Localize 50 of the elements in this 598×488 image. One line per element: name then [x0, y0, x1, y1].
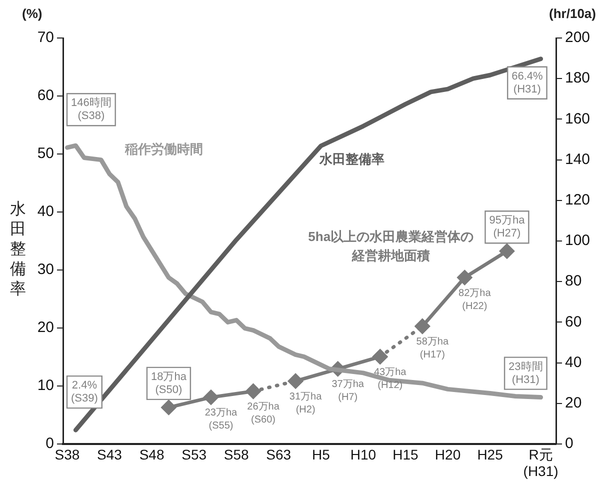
y-tick-label: 70 — [37, 29, 54, 46]
x-tick-label: H5 — [312, 446, 330, 462]
x-tick-label: S43 — [97, 446, 122, 462]
data-label: 66.4% (H31) — [512, 70, 543, 96]
y2-tick-label: 20 — [565, 394, 582, 412]
x-tick-label: S58 — [224, 446, 250, 462]
x-tick-label: H10 — [350, 446, 376, 462]
y2-tick-label: 160 — [565, 110, 590, 128]
y2-tick-label: 40 — [565, 354, 582, 371]
x-tick-label: S63 — [266, 446, 292, 462]
y2-tick-label: 120 — [565, 192, 590, 209]
y-tick-label: 10 — [37, 377, 54, 394]
data-label: 31万ha (H2) — [289, 391, 322, 416]
y-tick-label: 0 — [46, 435, 54, 452]
data-label: 58万ha (H17) — [416, 336, 449, 361]
y-tick-label: 50 — [37, 145, 54, 162]
y-tick-label: 40 — [37, 203, 54, 220]
data-label: 23万ha (S55) — [204, 408, 238, 432]
data-label: 18万ha (S50) — [150, 370, 188, 396]
x-tick-label: S53 — [182, 446, 207, 462]
data-label: 43万ha (H12) — [374, 366, 407, 391]
y2-tick-label: 100 — [565, 232, 590, 250]
y2-tick-label: 80 — [565, 272, 582, 290]
y2-tick-label: 180 — [565, 70, 590, 87]
series-label: 稲作労働時間 — [124, 142, 204, 157]
y-tick-label: 20 — [37, 319, 54, 336]
x-tick-label: S38 — [54, 446, 80, 462]
data-label: 23時間 (H31) — [508, 360, 543, 386]
data-label: 82万ha (H22) — [458, 288, 492, 312]
x-tick-label: H25 — [477, 446, 504, 462]
x-tick-label: R元 (H31) — [523, 446, 558, 480]
x-tick-label: S48 — [139, 446, 164, 462]
data-label: 2.4% (S39) — [70, 380, 98, 405]
y-tick-label: 30 — [37, 261, 54, 278]
data-label: 37万ha (H7) — [332, 379, 364, 404]
data-label: 146時間 (S38) — [70, 96, 112, 122]
x-tick-label: H20 — [434, 446, 461, 462]
text: (%) — [22, 6, 42, 21]
data-label: 26万ha (S60) — [247, 401, 280, 426]
series-label: 水田整備率 — [318, 151, 384, 166]
y2-tick-label: 140 — [565, 150, 590, 168]
y-tick-label: 60 — [37, 87, 54, 104]
y-axis-title: 水田整備率 — [9, 200, 27, 300]
y2-tick-label: 60 — [565, 313, 582, 330]
y2-axis-title: (hr/10a) — [549, 6, 596, 21]
x-tick-label: H15 — [392, 446, 419, 462]
y2-tick-label: 200 — [565, 29, 590, 46]
data-label: 95万ha (H27) — [489, 214, 526, 240]
text: 5ha以上の水田農業経営体の経営耕地面積 — [308, 229, 474, 264]
y2-tick-label: 0 — [565, 435, 574, 452]
